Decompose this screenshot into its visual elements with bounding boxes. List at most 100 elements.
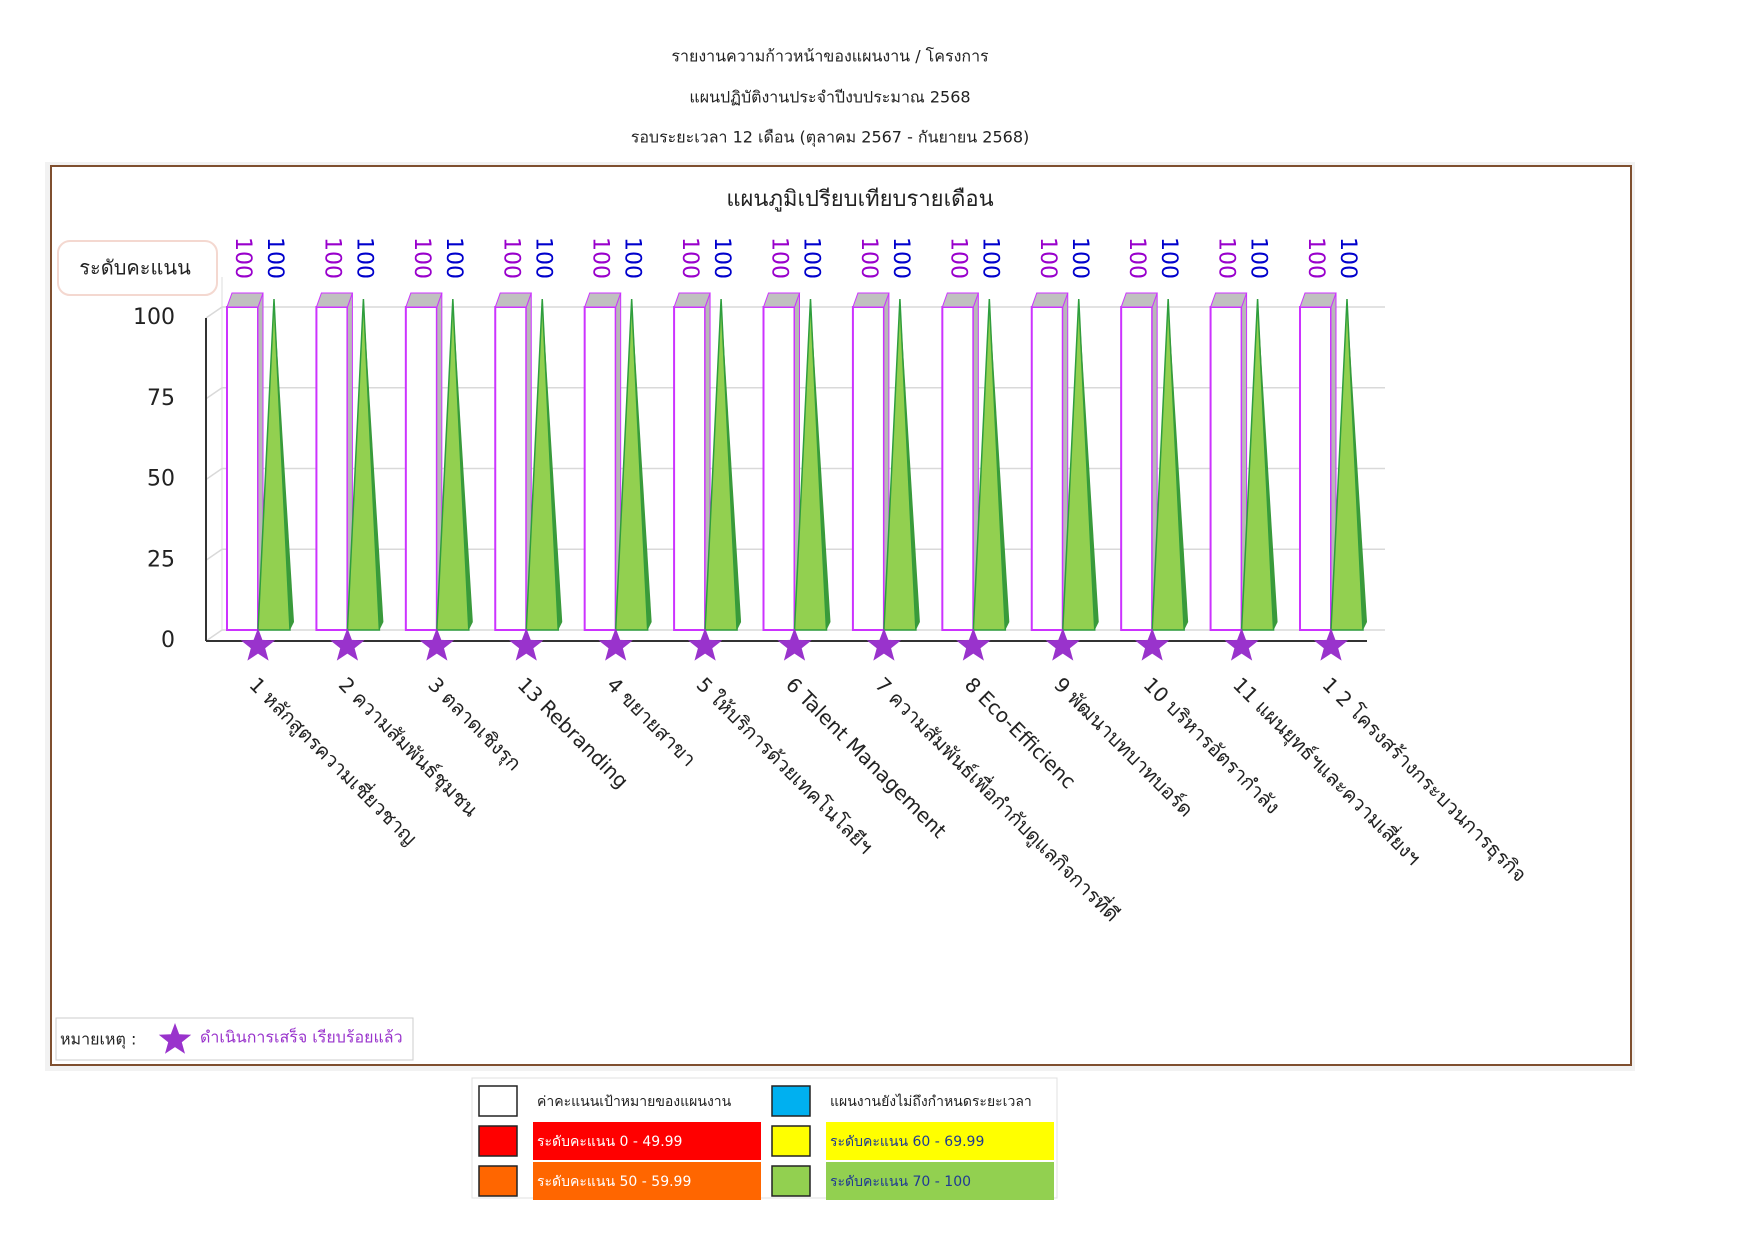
target-bar bbox=[762, 306, 796, 631]
y-axis-label: ระดับคะแนน bbox=[79, 256, 191, 280]
score-cone-side bbox=[721, 299, 742, 630]
completed-star bbox=[1135, 628, 1170, 661]
target-bar-top bbox=[1209, 292, 1248, 308]
target-bar bbox=[1030, 306, 1064, 631]
target-bar-top bbox=[1299, 292, 1337, 308]
completed-star bbox=[956, 628, 991, 661]
color-key-label-bg bbox=[826, 1162, 1054, 1200]
completed-star bbox=[777, 628, 812, 661]
target-bar-top bbox=[583, 292, 622, 308]
score-cone-side bbox=[899, 299, 920, 630]
target-value-label: 100 bbox=[1303, 237, 1328, 279]
target-bar-top bbox=[315, 292, 354, 308]
target-value-label: 100 bbox=[230, 237, 255, 279]
target-value-label: 100 bbox=[319, 237, 344, 279]
target-value-label: 100 bbox=[588, 237, 613, 279]
target-value-label: 100 bbox=[856, 237, 881, 279]
color-key-label-bg bbox=[533, 1122, 761, 1160]
color-key-label: ระดับคะแนน 0 - 49.99 bbox=[537, 1134, 682, 1150]
score-value-label: 100 bbox=[351, 237, 376, 279]
y-label-box bbox=[57, 240, 218, 296]
score-value-label: 100 bbox=[799, 237, 824, 279]
completed-star bbox=[419, 628, 454, 661]
target-bar-top bbox=[405, 292, 443, 308]
note-text: ดำเนินการเสร็จ เรียบร้อยแล้ว bbox=[200, 1027, 403, 1047]
target-bar bbox=[851, 306, 885, 631]
score-value-label: 100 bbox=[709, 237, 734, 279]
completed-star bbox=[1313, 628, 1349, 661]
target-bar-top bbox=[852, 292, 890, 308]
completed-star bbox=[1045, 628, 1080, 661]
score-cone-side bbox=[631, 299, 652, 630]
target-bar bbox=[1209, 306, 1243, 631]
y-tick-label: 0 bbox=[161, 628, 175, 653]
score-cone-side bbox=[1257, 299, 1278, 630]
header-line: รายงานความก้าวหน้าของแผนงาน / โครงการ bbox=[671, 47, 989, 66]
score-value-label: 100 bbox=[530, 237, 555, 279]
completed-star bbox=[688, 628, 723, 661]
score-cone-side bbox=[1078, 299, 1099, 630]
color-key-label: แผนงานยังไม่ถึงกำหนดระยะเวลา bbox=[830, 1093, 1032, 1110]
color-swatch bbox=[771, 1125, 811, 1157]
completed-star bbox=[598, 628, 633, 661]
completed-star bbox=[330, 628, 365, 661]
score-cone-side bbox=[542, 299, 563, 630]
color-key-label: ระดับคะแนน 60 - 69.99 bbox=[830, 1134, 984, 1150]
target-value-label: 100 bbox=[945, 237, 970, 279]
completed-star bbox=[1224, 628, 1259, 661]
score-cone-side bbox=[810, 299, 831, 630]
target-bar-top bbox=[494, 292, 532, 308]
color-key-label: ระดับคะแนน 50 - 59.99 bbox=[537, 1174, 691, 1190]
grid-line-side bbox=[205, 387, 223, 400]
target-bar-top bbox=[1031, 292, 1069, 308]
completed-star bbox=[509, 628, 544, 661]
grid-line-side bbox=[205, 629, 223, 642]
score-value-label: 100 bbox=[1067, 237, 1092, 279]
target-bar bbox=[404, 306, 438, 631]
score-value-label: 100 bbox=[1335, 237, 1360, 279]
target-bar bbox=[226, 306, 259, 631]
target-bar-top bbox=[1120, 292, 1158, 308]
target-bar bbox=[494, 306, 528, 631]
target-bar-top bbox=[673, 292, 711, 308]
score-cone-side bbox=[1347, 299, 1367, 630]
grid-line-side bbox=[205, 467, 223, 481]
y-tick-label: 50 bbox=[147, 467, 175, 492]
score-cone-side bbox=[989, 299, 1010, 630]
color-swatch bbox=[771, 1085, 811, 1117]
target-bar bbox=[673, 306, 707, 631]
chart-title: แผนภูมิเปรียบเทียบรายเดือน bbox=[726, 187, 993, 212]
color-key-label-bg bbox=[826, 1122, 1054, 1160]
note-box bbox=[55, 1017, 414, 1061]
score-value-label: 100 bbox=[1246, 237, 1271, 279]
completed-star bbox=[240, 628, 276, 661]
target-value-label: 100 bbox=[1035, 237, 1060, 279]
target-value-label: 100 bbox=[1124, 237, 1149, 279]
score-value-label: 100 bbox=[1156, 237, 1181, 279]
target-value-label: 100 bbox=[498, 237, 523, 279]
score-value-label: 100 bbox=[888, 237, 913, 279]
chart-frame bbox=[50, 165, 1632, 1066]
target-bar bbox=[315, 306, 349, 631]
note-star bbox=[158, 1023, 192, 1054]
target-bar-top bbox=[226, 292, 264, 308]
target-bar bbox=[1120, 306, 1154, 631]
header-line: แผนปฏิบัติงานประจำปีงบประมาณ 2568 bbox=[689, 88, 970, 107]
target-value-label: 100 bbox=[409, 237, 434, 279]
score-cone-side bbox=[452, 299, 473, 630]
target-bar-top bbox=[762, 292, 801, 308]
color-key-label-bg bbox=[533, 1162, 761, 1200]
color-swatch bbox=[478, 1165, 518, 1197]
score-cone-side bbox=[274, 299, 294, 630]
target-value-label: 100 bbox=[767, 237, 792, 279]
color-swatch bbox=[478, 1125, 518, 1157]
target-value-label: 100 bbox=[1214, 237, 1239, 279]
target-bar bbox=[1299, 306, 1332, 631]
y-tick-label: 25 bbox=[147, 547, 175, 572]
note-prefix: หมายเหตุ : bbox=[60, 1030, 136, 1050]
target-value-label: 100 bbox=[677, 237, 702, 279]
grid-line-side bbox=[205, 548, 223, 561]
target-bar-top bbox=[941, 292, 980, 308]
